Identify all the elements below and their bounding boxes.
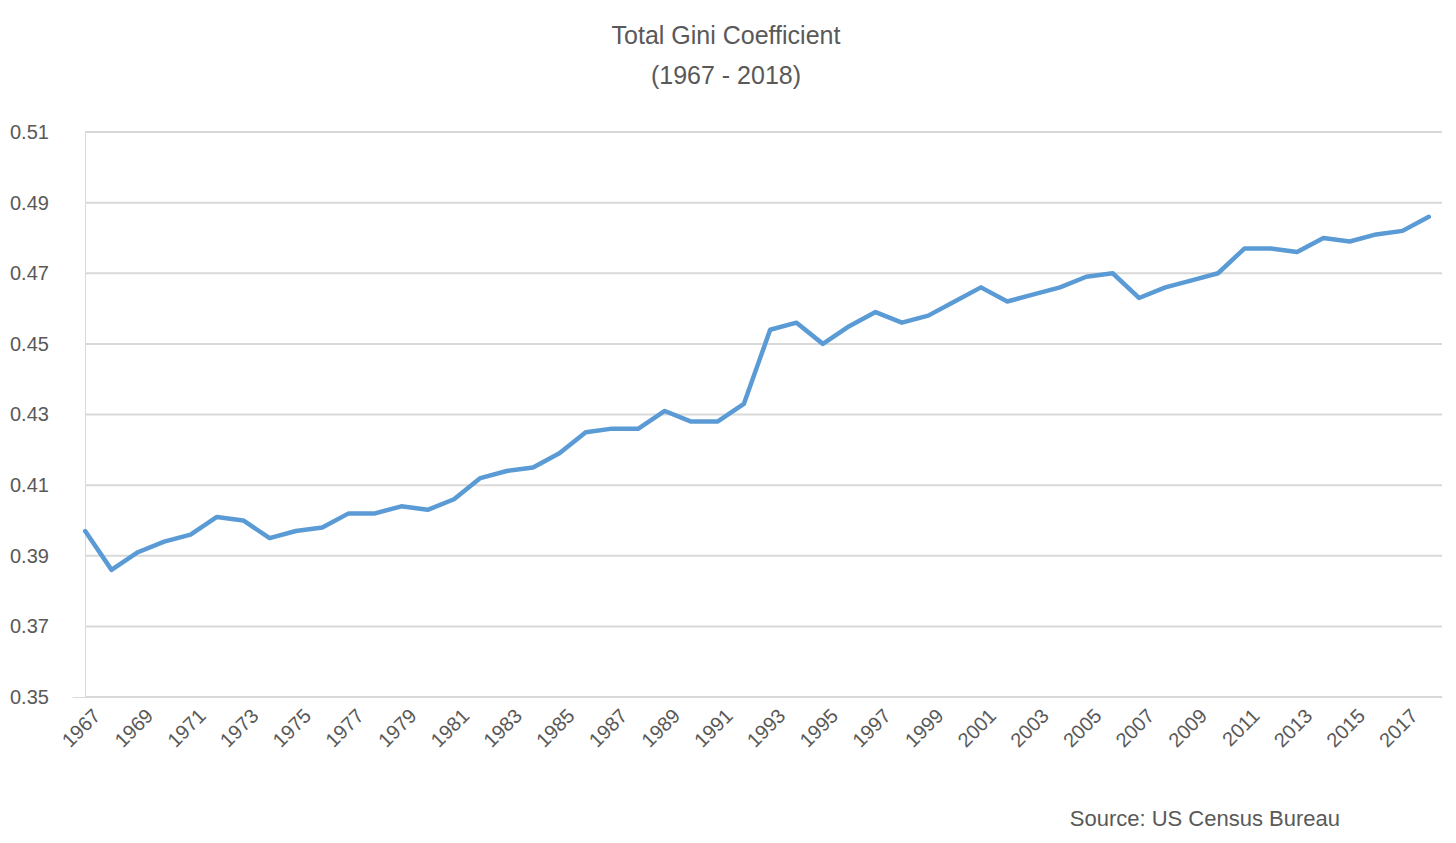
x-tick-label: 1983: [479, 704, 526, 751]
x-tick-label: 2003: [1006, 704, 1053, 751]
x-tick-label: 2009: [1164, 704, 1211, 751]
y-tick: 0.35: [10, 686, 85, 708]
x-tick-label: 1999: [901, 704, 948, 751]
x-tick: 1985: [532, 697, 579, 751]
x-tick: 1975: [268, 697, 315, 751]
x-tick-label: 2011: [1218, 704, 1264, 750]
x-tick: 2005: [1059, 697, 1106, 751]
grid-line: [85, 131, 1442, 133]
x-tick-label: 2007: [1111, 704, 1158, 751]
x-tick-label: 1997: [848, 704, 895, 751]
x-tick: 2013: [1269, 697, 1316, 751]
y-tick: 0.41: [10, 474, 85, 496]
x-tick: 1995: [795, 697, 842, 751]
x-tick-label: 2013: [1269, 704, 1316, 751]
x-axis-line: [73, 697, 1443, 698]
y-axis: 0.35 0.37 0.39 0.41 0.43 0.45 0.47 0.49 0.51: [10, 121, 86, 708]
x-axis: 1967196919711973197519771979198119831985…: [58, 697, 1443, 751]
x-tick-label: 1977: [321, 704, 368, 751]
x-tick: 1993: [743, 697, 790, 751]
x-tick: 1967: [58, 697, 105, 751]
x-tick-label: 1989: [637, 704, 684, 751]
x-tick: 2011: [1218, 697, 1264, 750]
y-tick: 0.49: [10, 192, 85, 214]
x-tick-label: 1979: [374, 704, 421, 751]
grid-line: [85, 414, 1442, 416]
x-tick-label: 1971: [163, 704, 210, 751]
y-tick: 0.37: [10, 615, 85, 637]
y-tick-label: 0.37: [10, 615, 49, 637]
annotation: Source: US Census Bureau: [1070, 806, 1340, 831]
background: [0, 0, 1456, 843]
y-tick-label: 0.41: [10, 474, 49, 496]
grid-line: [85, 202, 1442, 204]
y-axis-line: [85, 133, 86, 698]
x-tick: 1991: [690, 697, 737, 751]
x-tick-label: 2015: [1322, 704, 1369, 751]
x-tick: 1997: [848, 697, 895, 751]
y-tick: 0.39: [10, 545, 85, 567]
x-tick: 1971: [163, 697, 210, 751]
grid-line: [85, 625, 1442, 627]
x-tick: 1989: [637, 697, 684, 751]
y-tick: 0.51: [10, 121, 85, 143]
grid-line: [85, 272, 1442, 274]
x-tick-label: 1985: [532, 704, 579, 751]
x-tick: 2009: [1164, 697, 1211, 751]
y-tick-label: 0.47: [10, 262, 49, 284]
chart: Total Gini Coefficient(1967 - 2018)0.350…: [0, 0, 1456, 843]
x-tick: 1999: [901, 697, 948, 751]
grid: [85, 132, 1442, 697]
x-tick-label: 2017: [1375, 704, 1422, 751]
x-tick: 2015: [1322, 697, 1369, 751]
x-tick-label: 1975: [268, 704, 315, 751]
x-tick: 1981: [426, 697, 473, 751]
series-line: [85, 217, 1429, 570]
x-tick: 2017: [1375, 697, 1422, 751]
x-tick: 1977: [321, 697, 368, 751]
y-tick: 0.43: [10, 403, 85, 425]
x-tick: 1987: [584, 697, 631, 751]
y-tick-label: 0.35: [10, 686, 49, 708]
x-tick-label: 1969: [110, 704, 157, 751]
title: Total Gini Coefficient: [612, 21, 841, 49]
x-tick-label: 1973: [216, 704, 263, 751]
y-tick: 0.45: [10, 333, 85, 355]
y-tick-label: 0.39: [10, 545, 49, 567]
subtitle: (1967 - 2018): [651, 61, 801, 89]
x-tick: 1979: [374, 697, 421, 751]
y-tick-label: 0.51: [10, 121, 49, 143]
x-tick-label: 1987: [584, 704, 631, 751]
y-tick-label: 0.45: [10, 333, 49, 355]
grid-line: [85, 484, 1442, 486]
y-tick-label: 0.43: [10, 403, 49, 425]
x-tick: 1973: [216, 697, 263, 751]
x-tick-label: 2005: [1059, 704, 1106, 751]
x-tick: 2007: [1111, 697, 1158, 751]
x-tick-label: 1993: [743, 704, 790, 751]
x-tick: 1983: [479, 697, 526, 751]
x-tick: 2003: [1006, 697, 1053, 751]
x-tick-label: 2001: [953, 704, 1000, 751]
x-tick-label: 1995: [795, 704, 842, 751]
grid-line: [85, 555, 1442, 557]
plot-area: [85, 217, 1429, 570]
x-tick: 1969: [110, 697, 157, 751]
y-tick: 0.47: [10, 262, 85, 284]
y-tick-label: 0.49: [10, 192, 49, 214]
x-tick-label: 1981: [426, 704, 473, 751]
x-tick-label: 1991: [690, 704, 737, 751]
x-tick-label: 1967: [58, 704, 105, 751]
x-tick: 2001: [953, 697, 1000, 751]
